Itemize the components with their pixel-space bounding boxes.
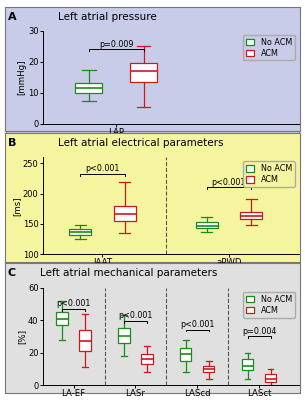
PathPatch shape [196,222,217,228]
PathPatch shape [141,354,152,364]
PathPatch shape [265,374,276,382]
PathPatch shape [180,348,192,361]
PathPatch shape [56,312,68,325]
Text: p=0.009: p=0.009 [99,40,134,49]
PathPatch shape [130,63,157,82]
PathPatch shape [118,328,130,343]
Legend: No ACM, ACM: No ACM, ACM [243,161,295,187]
Y-axis label: [%]: [%] [17,329,27,344]
PathPatch shape [240,212,262,219]
Text: C: C [8,268,16,278]
Legend: No ACM, ACM: No ACM, ACM [243,292,295,318]
Text: p<0.001: p<0.001 [56,300,91,308]
PathPatch shape [203,366,214,372]
PathPatch shape [242,359,253,370]
Text: p<0.001: p<0.001 [85,164,120,173]
Text: p<0.001: p<0.001 [180,320,214,329]
Text: p<0.001: p<0.001 [118,311,152,320]
PathPatch shape [75,84,102,93]
PathPatch shape [79,330,91,351]
Y-axis label: [ms]: [ms] [13,196,21,216]
Text: A: A [8,12,16,22]
Text: B: B [8,138,16,148]
PathPatch shape [114,206,136,221]
Text: p<0.001: p<0.001 [212,178,246,187]
Legend: No ACM, ACM: No ACM, ACM [243,35,295,60]
PathPatch shape [69,230,91,235]
Text: Left atrial pressure: Left atrial pressure [58,12,156,22]
Text: p=0.004: p=0.004 [242,327,276,336]
Text: Left atrial electrical parameters: Left atrial electrical parameters [58,138,223,148]
Text: Left atrial mechanical parameters: Left atrial mechanical parameters [40,268,217,278]
Y-axis label: [mmHg]: [mmHg] [17,60,27,95]
